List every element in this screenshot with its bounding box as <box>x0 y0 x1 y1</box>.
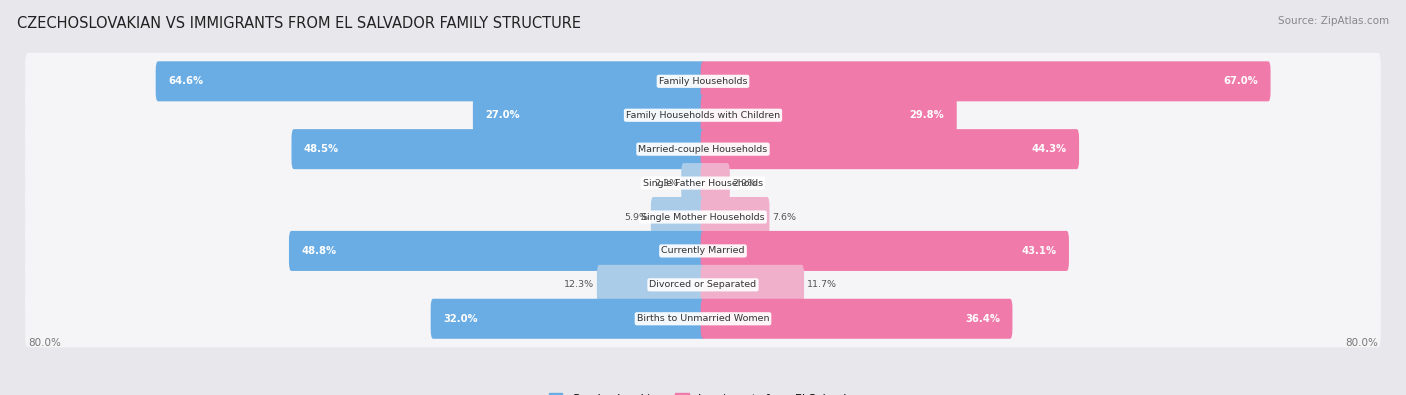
FancyBboxPatch shape <box>682 163 706 203</box>
FancyBboxPatch shape <box>25 222 1381 279</box>
Text: 32.0%: 32.0% <box>443 314 478 324</box>
Text: 44.3%: 44.3% <box>1032 144 1067 154</box>
Text: Single Mother Households: Single Mother Households <box>641 213 765 222</box>
FancyBboxPatch shape <box>25 87 1381 144</box>
FancyBboxPatch shape <box>598 265 706 305</box>
FancyBboxPatch shape <box>430 299 706 339</box>
Text: 7.6%: 7.6% <box>772 213 796 222</box>
FancyBboxPatch shape <box>700 129 1078 169</box>
Text: 2.9%: 2.9% <box>733 179 756 188</box>
FancyBboxPatch shape <box>700 163 730 203</box>
Text: 64.6%: 64.6% <box>169 76 204 87</box>
Text: 67.0%: 67.0% <box>1223 76 1258 87</box>
Text: 80.0%: 80.0% <box>28 338 60 348</box>
Text: Married-couple Households: Married-couple Households <box>638 145 768 154</box>
Text: 48.8%: 48.8% <box>301 246 336 256</box>
Text: 5.9%: 5.9% <box>624 213 648 222</box>
Text: Source: ZipAtlas.com: Source: ZipAtlas.com <box>1278 16 1389 26</box>
FancyBboxPatch shape <box>25 188 1381 246</box>
Text: 2.3%: 2.3% <box>654 179 679 188</box>
FancyBboxPatch shape <box>25 256 1381 313</box>
FancyBboxPatch shape <box>700 231 1069 271</box>
Text: 43.1%: 43.1% <box>1021 246 1056 256</box>
FancyBboxPatch shape <box>25 154 1381 212</box>
Text: Single Father Households: Single Father Households <box>643 179 763 188</box>
Text: 29.8%: 29.8% <box>910 110 945 120</box>
Text: 80.0%: 80.0% <box>1346 338 1378 348</box>
Text: Family Households: Family Households <box>659 77 747 86</box>
Text: CZECHOSLOVAKIAN VS IMMIGRANTS FROM EL SALVADOR FAMILY STRUCTURE: CZECHOSLOVAKIAN VS IMMIGRANTS FROM EL SA… <box>17 16 581 31</box>
FancyBboxPatch shape <box>290 231 706 271</box>
Text: 11.7%: 11.7% <box>807 280 837 290</box>
FancyBboxPatch shape <box>156 61 706 102</box>
FancyBboxPatch shape <box>700 265 804 305</box>
FancyBboxPatch shape <box>25 120 1381 178</box>
Text: 36.4%: 36.4% <box>965 314 1000 324</box>
FancyBboxPatch shape <box>700 61 1271 102</box>
Legend: Czechoslovakian, Immigrants from El Salvador: Czechoslovakian, Immigrants from El Salv… <box>544 389 862 395</box>
FancyBboxPatch shape <box>25 53 1381 110</box>
Text: 12.3%: 12.3% <box>564 280 595 290</box>
FancyBboxPatch shape <box>700 299 1012 339</box>
FancyBboxPatch shape <box>472 95 706 135</box>
Text: 48.5%: 48.5% <box>304 144 339 154</box>
Text: Births to Unmarried Women: Births to Unmarried Women <box>637 314 769 323</box>
Text: Divorced or Separated: Divorced or Separated <box>650 280 756 290</box>
Text: Currently Married: Currently Married <box>661 246 745 256</box>
FancyBboxPatch shape <box>700 197 769 237</box>
FancyBboxPatch shape <box>651 197 706 237</box>
FancyBboxPatch shape <box>700 95 956 135</box>
Text: 27.0%: 27.0% <box>485 110 520 120</box>
FancyBboxPatch shape <box>291 129 706 169</box>
Text: Family Households with Children: Family Households with Children <box>626 111 780 120</box>
FancyBboxPatch shape <box>25 290 1381 347</box>
